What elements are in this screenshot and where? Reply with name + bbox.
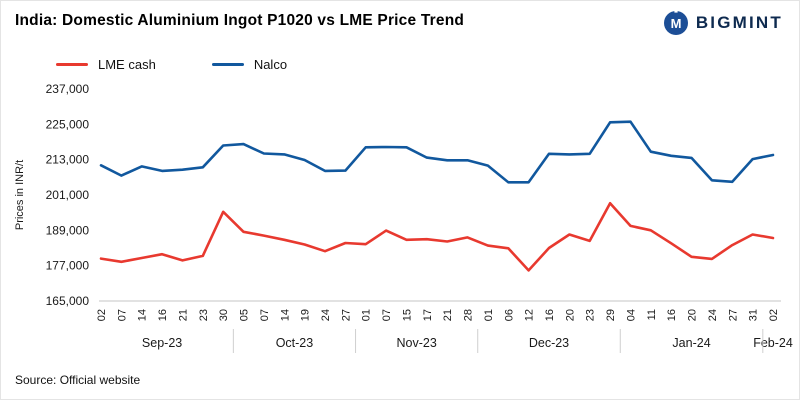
y-axis-tick-label: 201,000 [46, 188, 90, 202]
x-axis-tick-label: 06 [503, 309, 515, 321]
x-axis-tick-label: 07 [381, 309, 393, 321]
x-axis-tick-label: 05 [239, 309, 251, 321]
y-axis-tick-label: 189,000 [46, 223, 90, 237]
x-axis-tick-label: 23 [585, 309, 597, 321]
x-axis-tick-label: 15 [401, 309, 413, 321]
x-axis-tick-label: 21 [177, 309, 189, 321]
x-axis-tick-label: 16 [157, 309, 169, 321]
legend-label-nalco: Nalco [253, 57, 288, 72]
legend-item-nalco: Nalco [211, 57, 288, 72]
page-title: India: Domestic Aluminium Ingot P1020 vs… [15, 12, 465, 29]
x-axis-tick-label: 16 [666, 309, 678, 321]
x-axis-tick-label: 07 [116, 309, 128, 321]
x-axis-tick-label: 28 [463, 309, 475, 321]
x-axis-tick-label: 14 [137, 309, 149, 321]
x-axis-tick-label: 02 [96, 309, 108, 321]
bigmint-logo: M BIGMINT [663, 10, 783, 36]
month-label: Feb-24 [753, 336, 793, 350]
x-axis-tick-label: 01 [361, 309, 373, 321]
legend-label-lme-cash: LME cash [98, 57, 156, 72]
month-label: Nov-23 [396, 336, 436, 350]
x-axis-tick-label: 24 [320, 309, 332, 321]
y-axis-tick-label: 213,000 [46, 153, 90, 167]
y-axis-tick-label: 237,000 [46, 82, 90, 96]
series-line-lme-cash [99, 201, 775, 272]
x-axis-tick-label: 19 [300, 309, 312, 321]
x-axis-tick-label: 17 [422, 309, 434, 321]
x-axis-tick-label: 21 [442, 309, 454, 321]
y-axis-tick-label: 177,000 [46, 259, 90, 273]
x-axis-tick-label: 01 [483, 309, 495, 321]
x-axis-tick-label: 07 [259, 309, 271, 321]
legend-swatch-nalco [211, 63, 244, 66]
bigmint-logo-text: BIGMINT [695, 13, 783, 32]
month-label: Jan-24 [672, 336, 710, 350]
x-axis-tick-label: 11 [646, 309, 658, 320]
chart-legend: LME cash Nalco [56, 57, 287, 72]
x-axis-tick-label: 14 [279, 309, 291, 321]
bigmint-logo-icon: M [663, 10, 688, 35]
x-axis-tick-label: 27 [727, 309, 739, 321]
source-note: Source: Official website [15, 373, 141, 387]
x-axis-tick-label: 12 [524, 309, 536, 321]
x-axis-tick-label: 23 [198, 309, 210, 321]
x-axis-tick-label: 04 [625, 309, 637, 321]
price-trend-chart: 165,000 177,000 189,000 201,000 213,000 225,0… [14, 82, 793, 353]
x-axis-tick-label: 20 [687, 309, 699, 321]
x-axis-tick-label: 20 [564, 309, 576, 321]
y-axis-tick-label: 225,000 [46, 117, 90, 131]
y-axis-title: Prices in INR/t [14, 160, 26, 230]
x-axis-tick-label: 02 [768, 309, 780, 321]
x-axis-tick-label: 24 [707, 309, 719, 321]
legend-item-lme-cash: LME cash [56, 57, 156, 72]
month-label: Sep-23 [142, 336, 182, 350]
x-axis-tick-label: 16 [544, 309, 556, 321]
x-axis-tick-label: 27 [340, 309, 352, 321]
x-axis-tick-label: 29 [605, 309, 617, 321]
month-label: Dec-23 [529, 336, 569, 350]
logo-monogram: M [670, 16, 681, 31]
y-axis-tick-label: 165,000 [46, 294, 90, 308]
x-axis-tick-label: 31 [748, 309, 760, 321]
x-axis-tick-label: 30 [218, 309, 230, 321]
legend-swatch-lme-cash [56, 63, 88, 66]
month-label: Oct-23 [276, 336, 314, 350]
series-line-nalco [99, 120, 775, 184]
